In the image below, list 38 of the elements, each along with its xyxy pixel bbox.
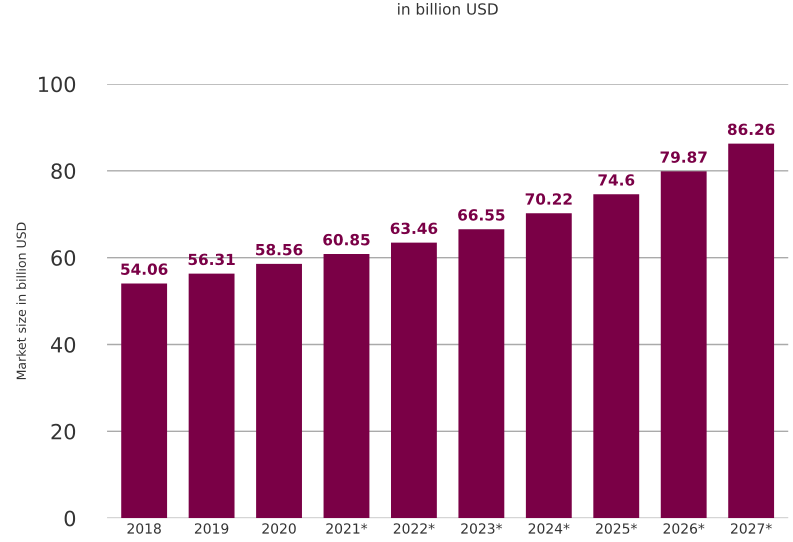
y-tick-label: 20: [52, 424, 76, 440]
data-label: 74.6: [598, 174, 634, 186]
x-tick-label: 2022*: [394, 523, 435, 534]
bar: [593, 194, 640, 518]
bar: [324, 254, 370, 518]
x-tick-label: 2021*: [326, 523, 368, 534]
x-tick-label: 2020: [262, 523, 296, 534]
bar: [660, 171, 707, 518]
x-tick-label: 2025*: [596, 523, 637, 534]
y-tick-label: 100: [39, 76, 76, 92]
bar: [390, 242, 437, 518]
data-label: 58.56: [256, 244, 302, 256]
x-tick-label: 2019: [194, 523, 228, 534]
data-label: 63.46: [390, 222, 438, 234]
data-label: 56.31: [188, 254, 235, 266]
data-label: 60.85: [323, 234, 370, 246]
bar: [188, 274, 235, 518]
bar: [728, 144, 774, 518]
x-tick-label: 2027*: [731, 523, 772, 534]
bar: [121, 283, 168, 518]
x-tick-label: 2024*: [528, 523, 570, 534]
data-label: 70.22: [526, 193, 572, 205]
data-label: 66.55: [458, 209, 504, 221]
y-tick-label: 80: [51, 163, 76, 180]
x-tick-label: 2023*: [461, 523, 502, 534]
y-tick-label: 60: [51, 250, 76, 266]
y-axis-title: Market size in billion USD: [16, 222, 26, 380]
y-tick-label: 0: [64, 510, 76, 526]
data-label: 54.06: [121, 263, 168, 275]
x-tick-label: 2026*: [664, 523, 704, 534]
data-label: 86.26: [728, 124, 774, 136]
bar: [526, 213, 572, 518]
bar: [458, 229, 504, 518]
data-label: 79.87: [660, 151, 707, 163]
y-tick-label: 40: [51, 336, 76, 353]
bar: [256, 264, 302, 518]
chart-title: in billion USD: [398, 2, 498, 15]
x-tick-label: 2018: [127, 523, 161, 534]
